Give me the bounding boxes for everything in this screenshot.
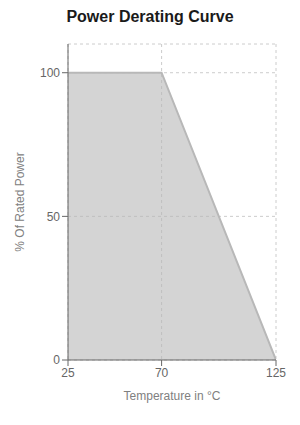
svg-text:Temperature in °C: Temperature in °C [124, 389, 221, 403]
svg-text:125: 125 [266, 366, 286, 380]
svg-text:0: 0 [53, 353, 60, 367]
svg-text:100: 100 [40, 66, 60, 80]
svg-text:50: 50 [47, 210, 61, 224]
svg-text:70: 70 [155, 366, 169, 380]
svg-text:25: 25 [61, 366, 75, 380]
html-text:Power Derating Curve: Power Derating Curve [66, 8, 234, 25]
svg-text:% Of Rated Power: % Of Rated Power [13, 152, 27, 251]
